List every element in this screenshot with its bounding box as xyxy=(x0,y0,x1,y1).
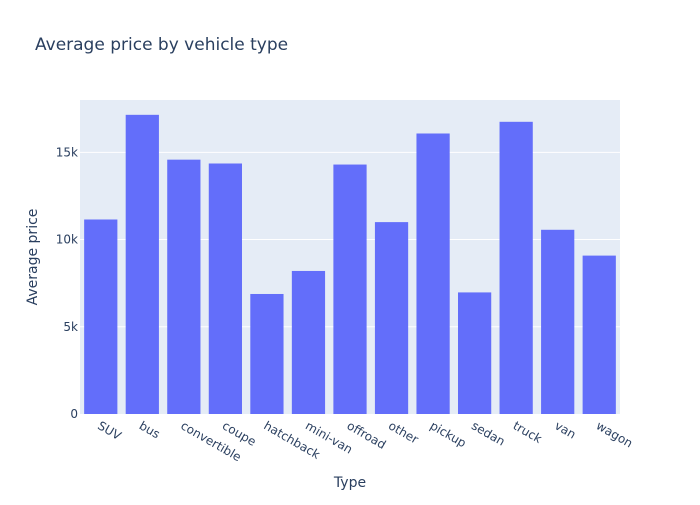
bar-wagon[interactable] xyxy=(582,255,616,414)
bar-van[interactable] xyxy=(541,229,575,414)
bar-bus[interactable] xyxy=(125,114,159,415)
x-tick-label: van xyxy=(552,418,578,441)
bar-hatchback[interactable] xyxy=(250,293,284,414)
x-tick-label: SUV xyxy=(95,418,124,443)
bar-pickup[interactable] xyxy=(416,133,450,414)
y-tick-label: 5k xyxy=(63,320,78,334)
bar-mini-van[interactable] xyxy=(291,270,326,414)
chart-title: Average price by vehicle type xyxy=(35,35,288,55)
x-tick-label: sedan xyxy=(469,418,507,448)
bars xyxy=(84,114,616,415)
bar-other[interactable] xyxy=(374,222,409,414)
bar-convertible[interactable] xyxy=(167,159,201,414)
bar-truck[interactable] xyxy=(499,121,533,415)
y-tick-label: 15k xyxy=(56,145,78,159)
bar-sedan[interactable] xyxy=(458,292,492,414)
y-axis-title: Average price xyxy=(25,209,41,306)
x-tick-label: bus xyxy=(137,418,163,441)
y-axis-ticks: 0 5k 10k 15k xyxy=(56,145,78,421)
x-tick-label: truck xyxy=(511,418,545,446)
x-tick-label: wagon xyxy=(594,418,635,450)
y-tick-label: 10k xyxy=(56,233,78,247)
bar-coupe[interactable] xyxy=(208,163,242,414)
x-tick-label: pickup xyxy=(428,418,469,450)
bar-suv[interactable] xyxy=(84,219,118,414)
y-tick-label: 0 xyxy=(70,407,78,421)
bar-offroad[interactable] xyxy=(333,164,367,414)
x-tick-label: other xyxy=(386,418,421,446)
x-axis-title: Type xyxy=(333,475,366,491)
